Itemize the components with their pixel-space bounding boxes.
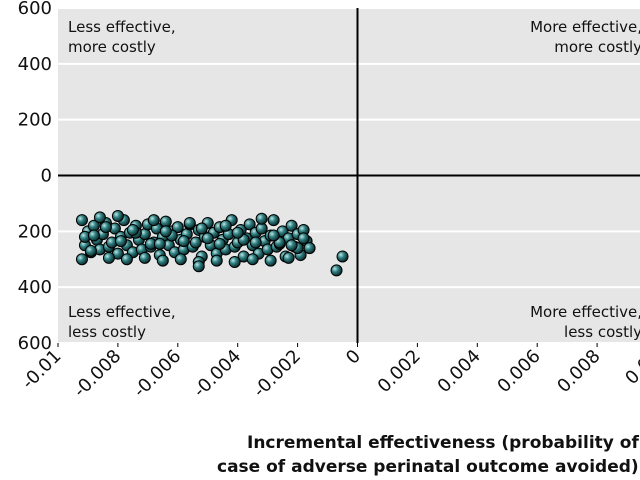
point xyxy=(177,235,190,248)
point xyxy=(264,254,277,267)
y-tick-label: 200 xyxy=(18,221,52,242)
point xyxy=(228,256,241,269)
x-tick-label: 0.008 xyxy=(553,346,604,397)
point xyxy=(84,244,97,257)
quadrant-label: more costly xyxy=(68,38,156,56)
point xyxy=(210,254,223,267)
point xyxy=(111,209,124,222)
y-tick-label: 0 xyxy=(41,166,52,187)
x-tick-label: 0.01 xyxy=(621,346,640,389)
point xyxy=(138,251,151,264)
point xyxy=(297,232,310,245)
quadrant-label: less costly xyxy=(68,323,146,341)
x-tick-label: -0.004 xyxy=(189,346,245,402)
point xyxy=(156,254,169,267)
point xyxy=(303,242,316,255)
point xyxy=(153,237,166,250)
point xyxy=(330,264,343,277)
point xyxy=(231,226,244,239)
point xyxy=(75,214,88,227)
point xyxy=(102,251,115,264)
quadrant-label: More effective, xyxy=(530,303,640,321)
y-tick-label: 400 xyxy=(18,54,52,75)
point xyxy=(114,235,127,248)
point xyxy=(93,211,106,224)
x-tick-label: -0.002 xyxy=(249,346,305,402)
point xyxy=(249,236,262,249)
point xyxy=(87,229,100,242)
point xyxy=(189,236,202,249)
point xyxy=(285,219,298,232)
point xyxy=(267,229,280,242)
point xyxy=(213,237,226,250)
x-axis-title: case of adverse perinatal outcome avoide… xyxy=(217,457,639,477)
quadrant-label: Less effective, xyxy=(68,18,176,36)
x-tick-label: -0.006 xyxy=(129,346,185,402)
x-tick-label: 0.002 xyxy=(374,346,425,397)
quadrant-label: More effective, xyxy=(530,18,640,36)
point xyxy=(75,253,88,266)
x-tick-label: 0.006 xyxy=(493,346,544,397)
point xyxy=(267,214,280,227)
y-tick-label: 600 xyxy=(18,333,52,354)
quadrant-label: more costly xyxy=(554,38,640,56)
point xyxy=(126,223,139,236)
point xyxy=(255,212,268,225)
point xyxy=(174,253,187,266)
point xyxy=(171,221,184,234)
y-tick-label: 400 xyxy=(18,277,52,298)
point xyxy=(282,251,295,264)
point xyxy=(243,218,256,231)
y-tick-label: 600 xyxy=(18,0,52,19)
point xyxy=(219,219,232,232)
point xyxy=(285,239,298,252)
point xyxy=(336,250,349,263)
quadrant-label: less costly xyxy=(564,323,640,341)
x-tick-label: 0 xyxy=(342,346,365,369)
x-tick-label: 0.004 xyxy=(434,346,485,397)
point xyxy=(192,260,205,273)
point xyxy=(246,253,259,266)
point xyxy=(120,253,133,266)
point xyxy=(195,222,208,235)
point xyxy=(159,225,172,238)
point xyxy=(147,214,160,227)
point xyxy=(183,216,196,229)
quadrant-label: Less effective, xyxy=(68,303,176,321)
x-axis-title: Incremental effectiveness (probability o… xyxy=(247,433,640,453)
point xyxy=(99,221,112,234)
point xyxy=(201,232,214,245)
x-tick-label: -0.008 xyxy=(70,346,126,402)
y-tick-label: 200 xyxy=(18,110,52,131)
